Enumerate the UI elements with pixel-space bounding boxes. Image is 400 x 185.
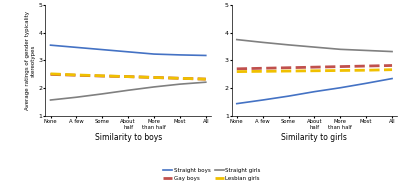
Straight boys: [126, 51, 130, 53]
Lesbian girls: [126, 75, 130, 78]
Straight girls: [364, 49, 368, 52]
Lesbian girls: [178, 77, 182, 79]
Straight girls: [338, 48, 343, 51]
Line: Straight boys: Straight boys: [50, 45, 206, 56]
Lesbian girls: [100, 75, 105, 77]
Straight girls: [203, 81, 208, 83]
Straight girls: [178, 83, 182, 85]
Straight girls: [152, 86, 156, 88]
X-axis label: Similarity to boys: Similarity to boys: [94, 132, 162, 142]
Lesbian girls: [390, 69, 394, 71]
Lesbian girls: [48, 73, 53, 75]
Gay boys: [312, 66, 317, 68]
Gay boys: [260, 67, 265, 69]
Line: Gay boys: Gay boys: [237, 65, 392, 69]
Lesbian girls: [203, 78, 208, 80]
Straight boys: [286, 95, 291, 97]
Line: Straight girls: Straight girls: [50, 82, 206, 100]
Straight girls: [48, 99, 53, 101]
Straight girls: [390, 51, 394, 53]
Straight boys: [338, 87, 343, 89]
Straight girls: [286, 44, 291, 46]
Lesbian girls: [286, 70, 291, 72]
Lesbian girls: [152, 76, 156, 79]
Straight boys: [260, 99, 265, 101]
Straight girls: [260, 41, 265, 43]
Y-axis label: Average ratings of gender typicality stereotypes: Average ratings of gender typicality ste…: [25, 11, 36, 110]
Line: Straight girls: Straight girls: [237, 40, 392, 52]
Gay boys: [100, 75, 105, 77]
Straight girls: [74, 96, 79, 98]
Gay boys: [234, 68, 239, 70]
Straight boys: [48, 44, 53, 46]
Lesbian girls: [260, 70, 265, 73]
Straight boys: [100, 48, 105, 51]
Lesbian girls: [74, 74, 79, 76]
Straight girls: [312, 46, 317, 48]
Gay boys: [286, 67, 291, 69]
Gay boys: [126, 75, 130, 78]
Lesbian girls: [234, 70, 239, 73]
X-axis label: Similarity to girls: Similarity to girls: [282, 132, 347, 142]
Straight boys: [152, 53, 156, 55]
Line: Gay boys: Gay boys: [50, 74, 206, 79]
Straight boys: [390, 78, 394, 80]
Line: Lesbian girls: Lesbian girls: [50, 74, 206, 79]
Straight boys: [364, 82, 368, 84]
Straight boys: [203, 54, 208, 57]
Lesbian girls: [312, 70, 317, 72]
Gay boys: [152, 76, 156, 79]
Gay boys: [203, 78, 208, 80]
Gay boys: [390, 64, 394, 67]
Line: Lesbian girls: Lesbian girls: [237, 70, 392, 72]
Gay boys: [178, 77, 182, 79]
Lesbian girls: [364, 69, 368, 71]
Gay boys: [338, 65, 343, 68]
Straight boys: [234, 102, 239, 105]
Legend: Straight boys, Gay boys, Straight girls, Lesbian girls: Straight boys, Gay boys, Straight girls,…: [162, 167, 262, 182]
Straight girls: [100, 93, 105, 95]
Straight girls: [234, 38, 239, 41]
Gay boys: [364, 65, 368, 67]
Lesbian girls: [338, 69, 343, 72]
Straight boys: [178, 54, 182, 56]
Straight boys: [312, 90, 317, 93]
Gay boys: [48, 73, 53, 75]
Straight girls: [126, 89, 130, 91]
Line: Straight boys: Straight boys: [237, 79, 392, 104]
Gay boys: [74, 74, 79, 76]
Straight boys: [74, 46, 79, 48]
